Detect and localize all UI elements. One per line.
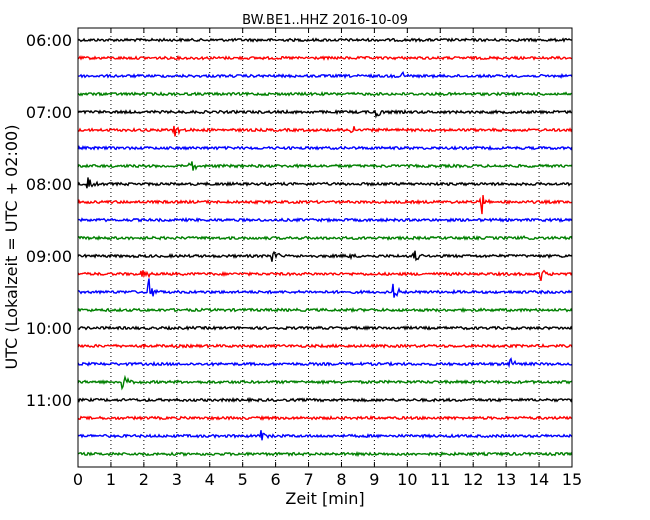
- y-tick-label: 09:00: [26, 247, 72, 266]
- x-tick-label: 9: [369, 470, 379, 489]
- y-axis-label: UTC (Lokalzeit = UTC + 02:00): [2, 125, 21, 370]
- y-tick-label: 08:00: [26, 175, 72, 194]
- x-tick-label: 13: [496, 470, 516, 489]
- trace-0945: [77, 306, 573, 314]
- trace-1145: [77, 450, 573, 458]
- trace-0630: [77, 71, 573, 79]
- trace-0645: [77, 91, 573, 97]
- x-tick-label: 1: [106, 470, 116, 489]
- x-tick-label: 5: [238, 470, 248, 489]
- trace-0800: [77, 177, 573, 189]
- trace-0900: [77, 250, 573, 262]
- x-axis-ticks: 0 1 2 3 4 5 6 7 8 9 10 11 12 13 14 15: [73, 28, 582, 489]
- x-tick-label: 0: [73, 470, 83, 489]
- trace-1115: [77, 414, 573, 421]
- x-tick-label: 3: [172, 470, 182, 489]
- trace-0830: [77, 216, 573, 224]
- x-tick-label: 12: [463, 470, 483, 489]
- x-tick-label: 15: [562, 470, 582, 489]
- x-tick-label: 11: [430, 470, 450, 489]
- trace-0730: [77, 144, 573, 151]
- trace-0600: [77, 37, 573, 43]
- trace-1130: [77, 430, 573, 441]
- trace-0915: [77, 269, 573, 282]
- trace-1000: [77, 325, 573, 331]
- y-tick-label: 11:00: [26, 391, 72, 410]
- trace-1030: [77, 357, 573, 369]
- x-tick-label: 8: [336, 470, 346, 489]
- trace-0815: [77, 195, 573, 215]
- x-tick-label: 10: [397, 470, 417, 489]
- chart-title: BW.BE1..HHZ 2016-10-09: [242, 13, 408, 28]
- plot-frame: [77, 27, 573, 468]
- trace-1100: [77, 396, 573, 404]
- x-tick-label: 7: [303, 470, 313, 489]
- trace-1045: [77, 374, 573, 391]
- trace-1015: [77, 343, 573, 349]
- trace-0930: [77, 278, 573, 298]
- x-tick-label: 4: [205, 470, 215, 489]
- trace-0615: [77, 54, 573, 61]
- x-tick-label: 6: [271, 470, 281, 489]
- y-tick-label: 07:00: [26, 103, 72, 122]
- trace-0745: [77, 161, 573, 171]
- x-tick-label: 14: [529, 470, 549, 489]
- y-axis-ticks: 06:00 07:00 08:00 09:00 10:00 11:00: [26, 31, 72, 410]
- x-tick-label: 2: [139, 470, 149, 489]
- trace-layer: [77, 37, 573, 458]
- x-axis-label: Zeit [min]: [285, 489, 364, 508]
- trace-0715: [78, 125, 573, 137]
- y-tick-label: 10:00: [26, 319, 72, 338]
- y-tick-label: 06:00: [26, 31, 72, 50]
- trace-0700: [77, 108, 573, 119]
- trace-0845: [77, 235, 573, 241]
